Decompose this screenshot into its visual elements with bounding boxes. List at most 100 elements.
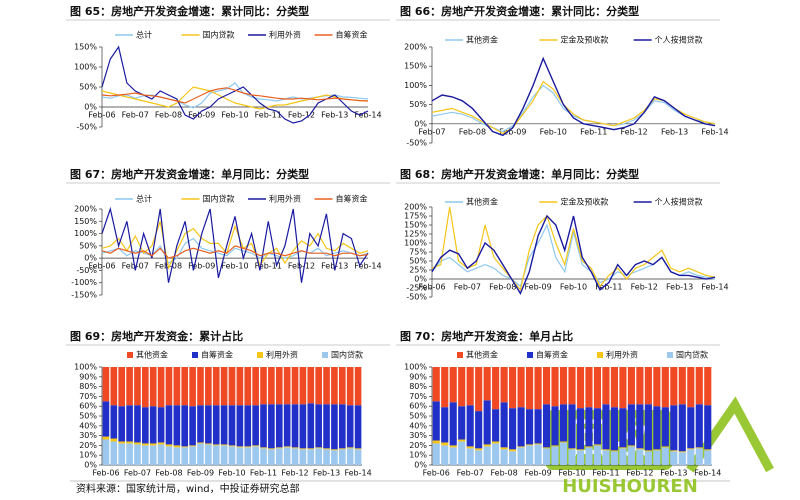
bar-segment — [134, 442, 141, 445]
legend-label: 其他资金 — [136, 350, 168, 360]
bar-segment — [449, 445, 457, 448]
bar-segment — [205, 443, 212, 445]
bar-segment — [526, 445, 534, 465]
chart-title: 图 68：房地产开发资金增速：单月同比：分类型 — [400, 167, 639, 181]
x-tick-label: Feb-10 — [218, 469, 245, 478]
y-tick-label: -50% — [76, 123, 97, 132]
x-tick-label: Feb-14 — [354, 111, 381, 120]
legend-swatch — [257, 352, 263, 358]
bar-segment — [509, 367, 517, 409]
bar-segment — [517, 407, 525, 447]
bar-segment — [252, 367, 259, 406]
bar-segment — [118, 443, 126, 465]
x-tick-label: Feb-09 — [188, 262, 215, 271]
y-tick-label: 60% — [409, 402, 427, 411]
bar-segment — [644, 404, 652, 451]
bar-segment — [157, 407, 165, 443]
x-tick-label: Feb-06 — [88, 262, 115, 271]
bar-segment — [636, 448, 644, 450]
chart-title: 图 69：房地产开发资金：累计占比 — [70, 329, 243, 343]
bar-segment — [134, 367, 141, 406]
y-tick-label: 100% — [404, 363, 427, 372]
bar-segment — [585, 367, 593, 408]
bar-segment — [354, 367, 362, 406]
bar-segment — [315, 448, 322, 465]
bar-segment — [228, 367, 236, 406]
bar-segment — [189, 367, 196, 407]
bar-segment — [142, 367, 149, 408]
bar-segment — [432, 367, 440, 402]
bar-segment — [323, 449, 330, 465]
bar-segment — [670, 367, 678, 406]
bar-segment — [526, 367, 534, 410]
x-tick-label: Feb-08 — [155, 111, 182, 120]
y-tick-label: -100% — [71, 278, 97, 287]
legend-label: 个人按揭贷款 — [655, 35, 703, 45]
y-tick-label: 0% — [84, 254, 97, 263]
x-tick-label: Feb-09 — [499, 127, 526, 136]
y-tick-label: 100% — [404, 81, 427, 90]
series-line — [431, 214, 716, 295]
bar-segment — [338, 404, 346, 449]
bar-segment — [189, 445, 196, 447]
y-tick-label: 0% — [414, 119, 427, 128]
bar-segment — [636, 449, 644, 465]
bar-segment — [483, 444, 491, 447]
bar-segment — [189, 406, 196, 446]
chart-panel: 图 66：房地产开发资金增速：累计同比：分类型 -50% 0% 50% 100% 150%… — [396, 4, 729, 148]
series-line — [101, 86, 369, 110]
bar-segment — [483, 446, 491, 465]
y-tick-label: 50% — [409, 412, 427, 421]
x-tick-label: Feb-14 — [344, 469, 371, 478]
bar-segment — [475, 367, 483, 412]
bar-segment — [126, 367, 133, 406]
y-tick-label: 0% — [84, 103, 97, 112]
bar-segment — [704, 405, 712, 450]
legend-label: 利用外资 — [266, 350, 298, 360]
y-tick-label: 40% — [79, 421, 97, 430]
x-tick-label: Feb-12 — [288, 262, 315, 271]
series-line — [431, 84, 716, 133]
y-tick-label: 150% — [404, 62, 427, 71]
bar-segment — [220, 367, 228, 406]
legend-label: 利用外资 — [269, 194, 301, 204]
bar-segment — [323, 404, 330, 449]
x-tick-label: Feb-12 — [281, 469, 308, 478]
bar-segment — [704, 367, 712, 406]
bar-segment — [165, 367, 173, 406]
bar-segment — [197, 367, 204, 406]
bar-segment — [307, 403, 315, 449]
y-tick-label: 150% — [74, 217, 97, 226]
bar-segment — [283, 446, 291, 448]
bar-segment — [299, 404, 307, 449]
bar-segment — [149, 367, 157, 407]
bar-segment — [500, 447, 508, 450]
bar-segment — [653, 367, 661, 407]
bar-segment — [551, 367, 559, 407]
bar-segment — [695, 448, 703, 465]
bar-segment — [568, 448, 576, 450]
bar-segment — [526, 444, 534, 446]
bar-segment — [704, 449, 712, 451]
bar-segment — [483, 400, 491, 445]
bar-segment — [331, 404, 338, 450]
bar-segment — [283, 367, 291, 405]
bar-segment — [275, 448, 283, 465]
bar-segment — [165, 444, 173, 447]
y-tick-label: 150% — [74, 43, 97, 52]
x-tick-label: Feb-13 — [321, 111, 348, 120]
x-tick-label: Feb-11 — [592, 469, 619, 478]
bar-segment — [593, 444, 602, 446]
bar-segment — [492, 441, 500, 444]
bar-segment — [283, 447, 291, 465]
bar-segment — [275, 404, 283, 448]
bar-segment — [593, 445, 602, 465]
bar-segment — [354, 449, 362, 465]
legend-label: 自筹资金 — [336, 30, 368, 40]
bar-segment — [636, 404, 644, 449]
legend-label: 其他资金 — [466, 350, 498, 360]
bar-segment — [338, 449, 346, 465]
bar-segment — [492, 409, 500, 442]
bar-segment — [576, 450, 585, 465]
bar-segment — [157, 444, 165, 465]
